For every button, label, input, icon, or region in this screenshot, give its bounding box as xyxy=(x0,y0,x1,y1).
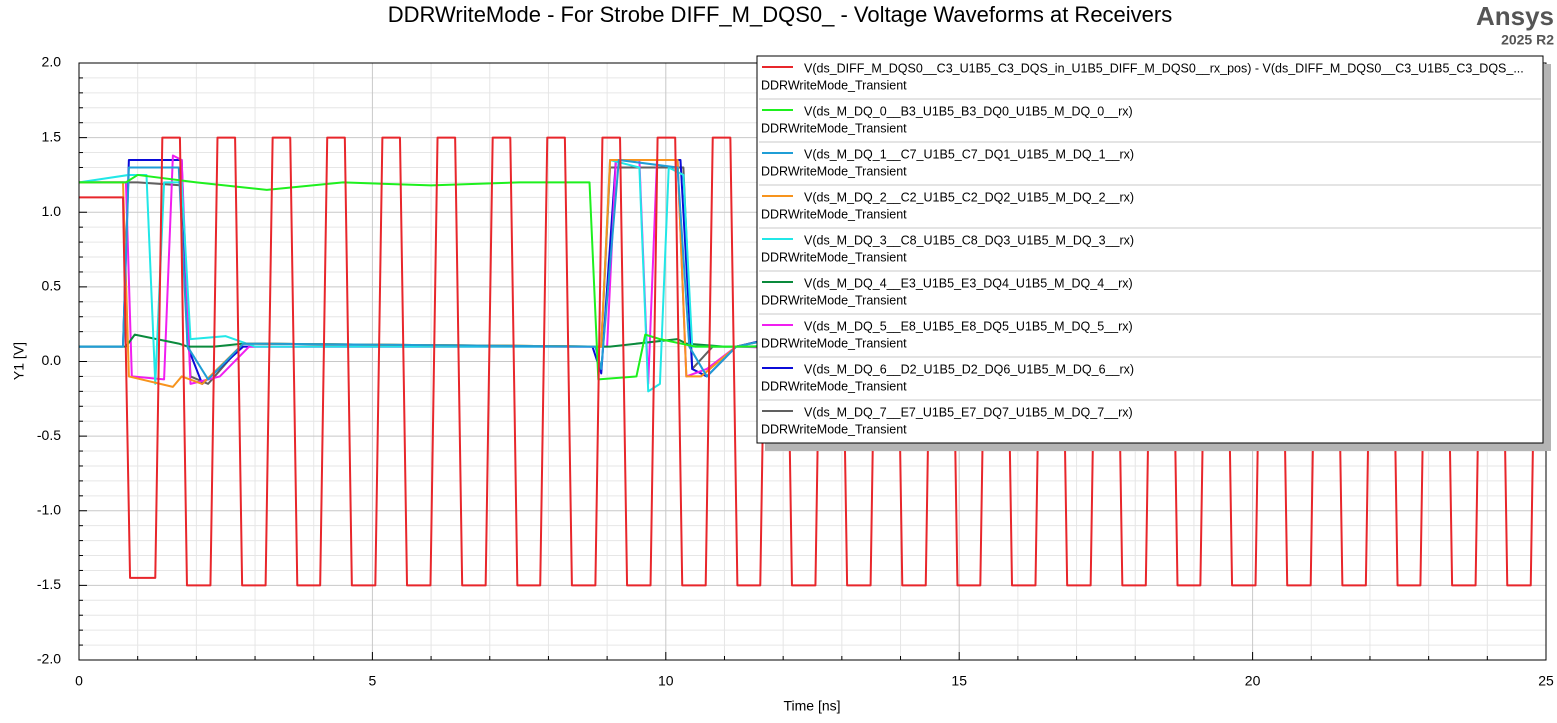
legend-sublabel: DDRWriteMode_Transient xyxy=(761,78,907,92)
x-tick-label: 0 xyxy=(75,673,83,689)
x-tick-label: 25 xyxy=(1538,673,1554,689)
legend-label: V(ds_DIFF_M_DQS0__C3_U1B5_C3_DQS_in_U1B5… xyxy=(804,61,1524,75)
chart-title: DDRWriteMode - For Strobe DIFF_M_DQS0_ -… xyxy=(388,2,1173,27)
y-tick-label: 1.5 xyxy=(42,128,62,144)
legend-label: V(ds_M_DQ_7__E7_U1B5_E7_DQ7_U1B5_M_DQ_7_… xyxy=(804,405,1133,419)
y-tick-label: 0.0 xyxy=(42,352,62,368)
y-tick-label: 0.5 xyxy=(42,278,62,294)
legend-sublabel: DDRWriteMode_Transient xyxy=(761,379,907,393)
version: 2025 R2 xyxy=(1501,32,1554,48)
y-tick-label: -1.5 xyxy=(37,576,61,592)
legend-sublabel: DDRWriteMode_Transient xyxy=(761,164,907,178)
x-tick-label: 5 xyxy=(369,673,377,689)
legend-sublabel: DDRWriteMode_Transient xyxy=(761,293,907,307)
y-tick-label: 2.0 xyxy=(42,54,62,70)
legend-label: V(ds_M_DQ_1__C7_U1B5_C7_DQ1_U1B5_M_DQ_1_… xyxy=(804,147,1134,161)
x-tick-label: 15 xyxy=(951,673,967,689)
y-axis-label: Y1 [V] xyxy=(11,342,27,380)
legend-sublabel: DDRWriteMode_Transient xyxy=(761,121,907,135)
legend-box xyxy=(756,55,1544,444)
y-tick-label: -2.0 xyxy=(37,651,61,667)
legend-sublabel: DDRWriteMode_Transient xyxy=(761,422,907,436)
legend-sublabel: DDRWriteMode_Transient xyxy=(761,336,907,350)
series-line xyxy=(79,159,1546,381)
x-tick-label: 20 xyxy=(1245,673,1261,689)
brand: Ansys xyxy=(1476,1,1554,31)
x-axis-label: Time [ns] xyxy=(783,698,840,714)
legend-sublabel: DDRWriteMode_Transient xyxy=(761,250,907,264)
legend-label: V(ds_M_DQ_3__C8_U1B5_C8_DQ3_U1B5_M_DQ_3_… xyxy=(804,233,1134,247)
legend-label: V(ds_M_DQ_0__B3_U1B5_B3_DQ0_U1B5_M_DQ_0_… xyxy=(804,104,1133,118)
y-tick-label: -1.0 xyxy=(37,501,61,517)
x-tick-label: 10 xyxy=(658,673,674,689)
legend-label: V(ds_M_DQ_4__E3_U1B5_E3_DQ4_U1B5_M_DQ_4_… xyxy=(804,276,1133,290)
legend-label: V(ds_M_DQ_2__C2_U1B5_C2_DQ2_U1B5_M_DQ_2_… xyxy=(804,190,1134,204)
legend-sublabel: DDRWriteMode_Transient xyxy=(761,207,907,221)
legend-label: V(ds_M_DQ_5__E8_U1B5_E8_DQ5_U1B5_M_DQ_5_… xyxy=(804,319,1133,333)
legend: V(ds_DIFF_M_DQS0__C3_U1B5_C3_DQS_in_U1B5… xyxy=(756,55,1551,451)
legend-label: V(ds_M_DQ_6__D2_U1B5_D2_DQ6_U1B5_M_DQ_6_… xyxy=(804,362,1134,376)
y-tick-label: -0.5 xyxy=(37,427,61,443)
y-tick-label: 1.0 xyxy=(42,203,62,219)
